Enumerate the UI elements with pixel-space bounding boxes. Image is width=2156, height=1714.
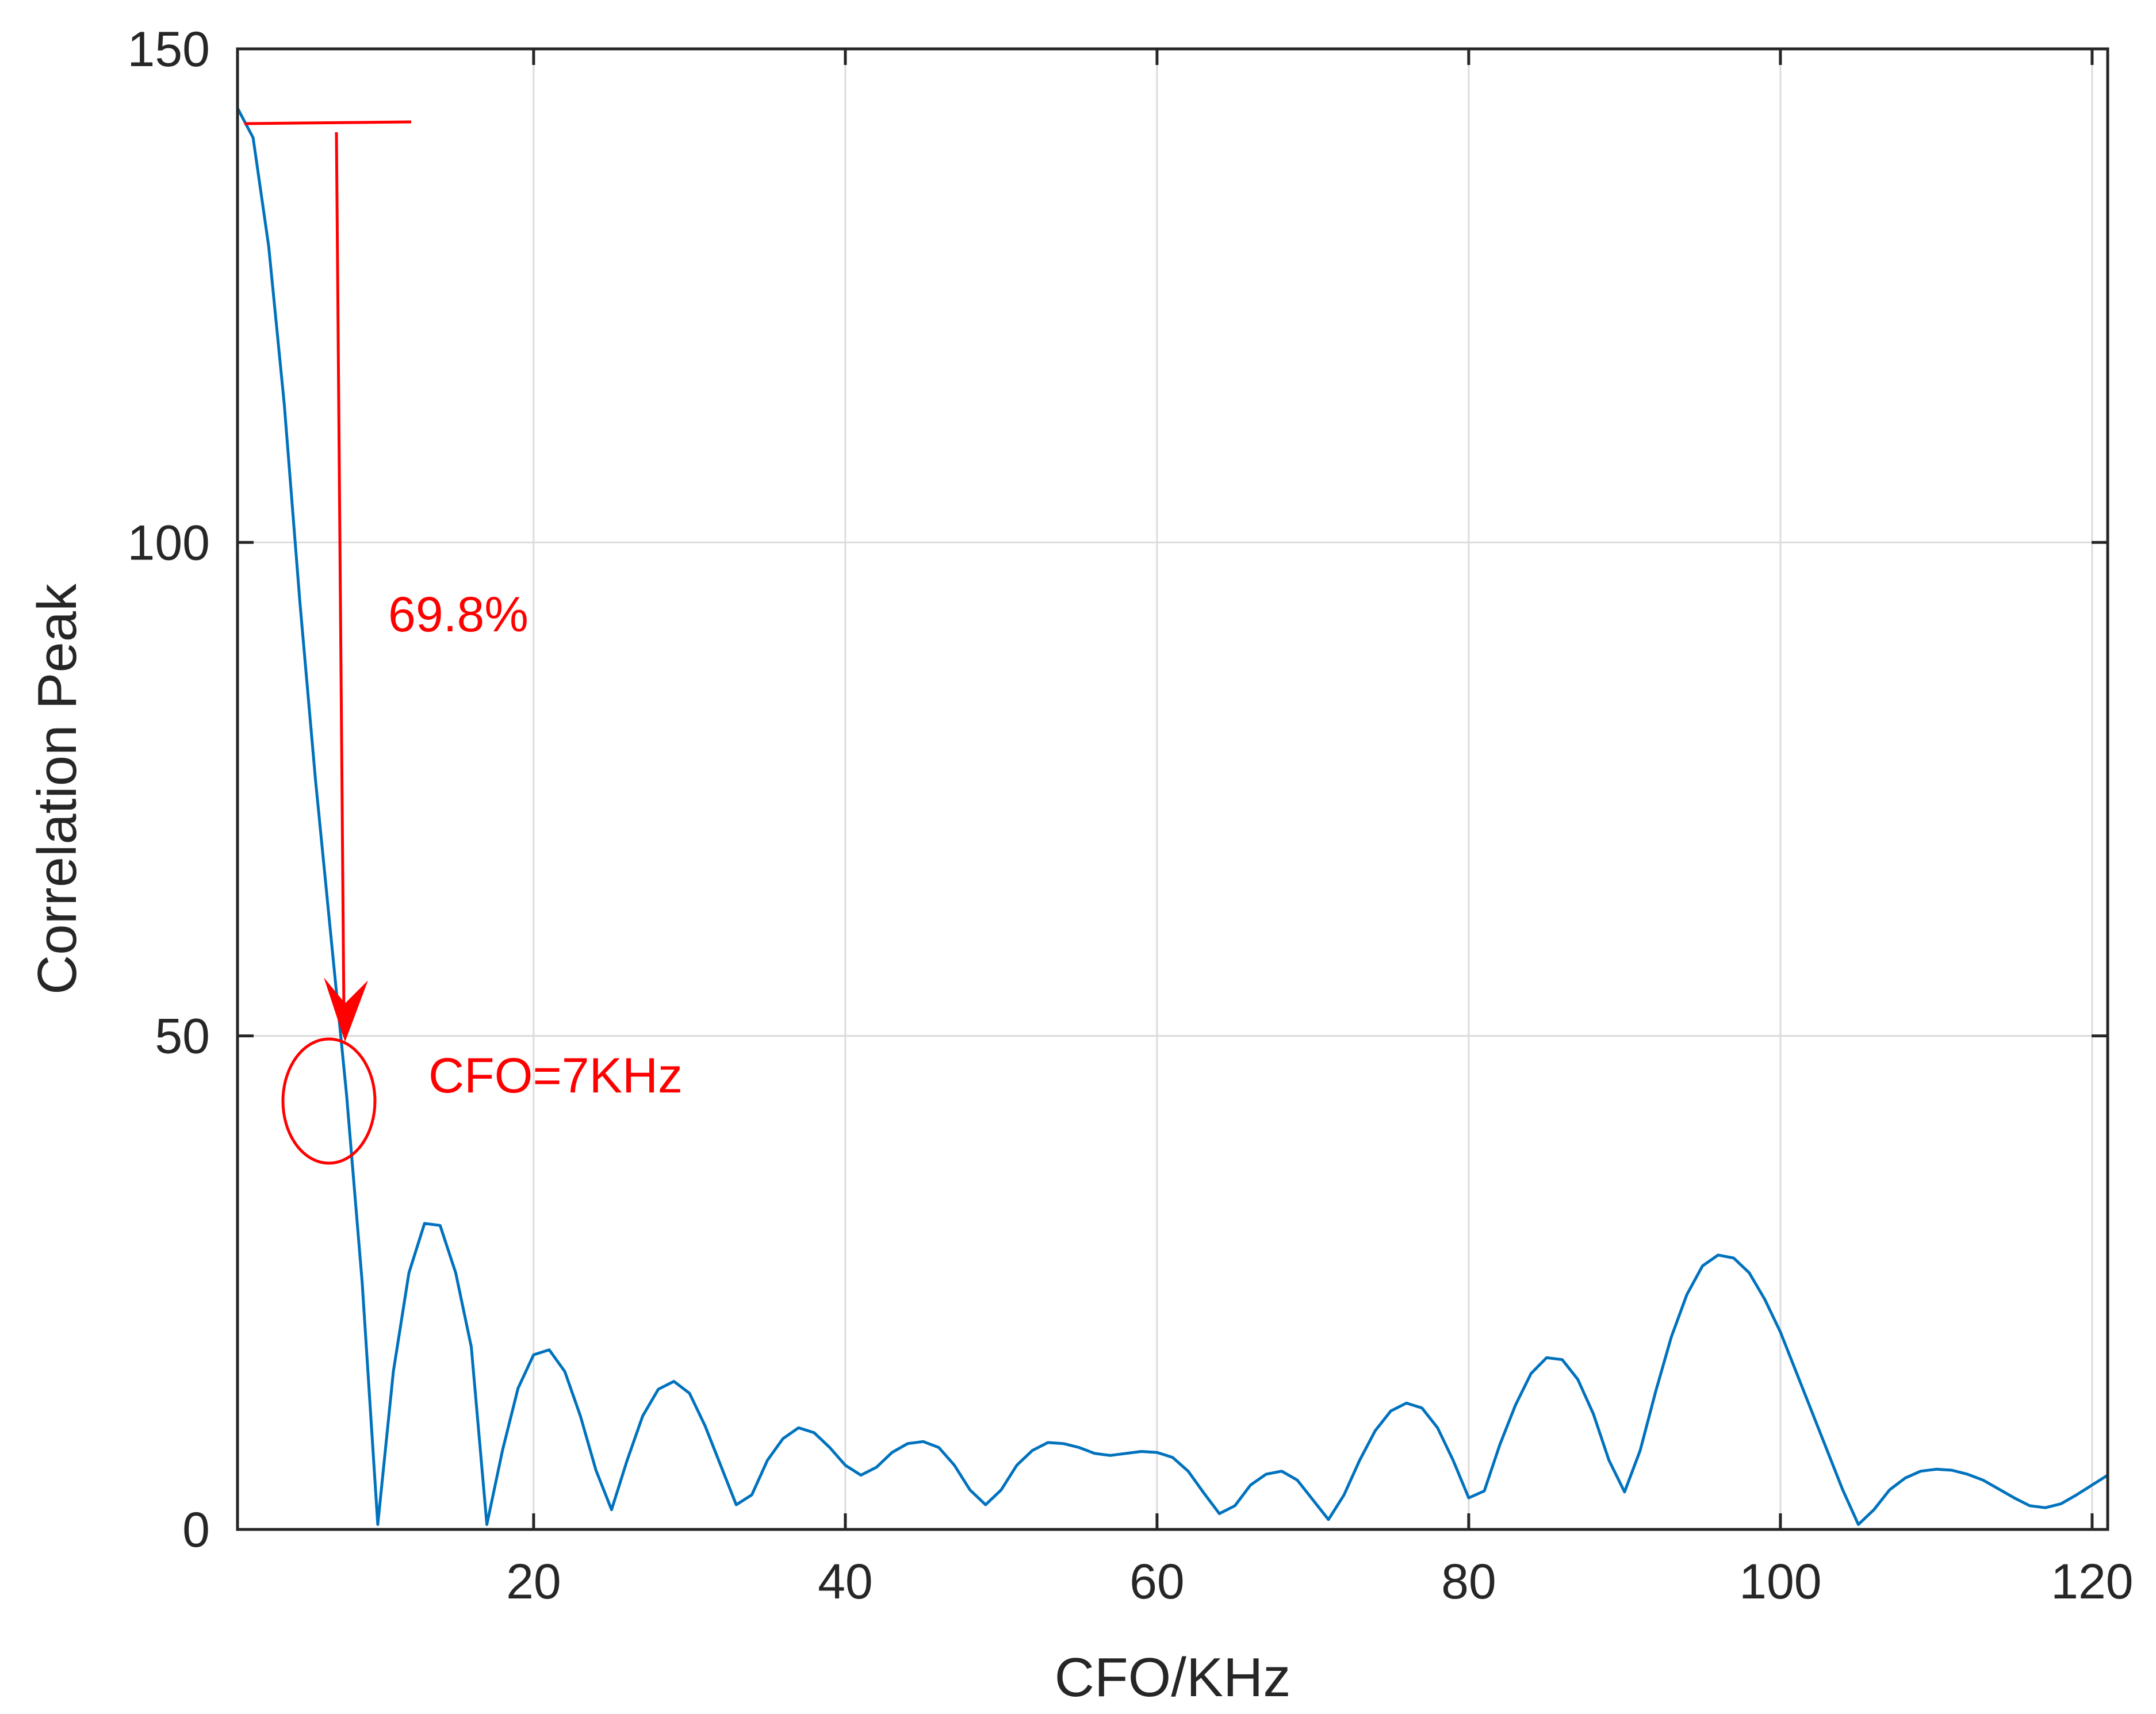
- x-axis-title: CFO/KHz: [1055, 1647, 1291, 1708]
- y-tick-label-50: 50: [155, 1009, 210, 1064]
- grid-lines: [238, 49, 2108, 1529]
- x-tick-label-40: 40: [818, 1554, 873, 1609]
- y-axis-title: Correlation Peak: [26, 583, 88, 995]
- plot-frame: [236, 47, 2109, 1531]
- series-line: [236, 107, 2109, 1526]
- x-tick-label-120: 120: [2051, 1554, 2134, 1609]
- x-tick-label-80: 80: [1441, 1554, 1496, 1609]
- x-tick-label-60: 60: [1129, 1554, 1185, 1609]
- cfo-label: CFO=7KHz: [428, 1048, 683, 1103]
- drop-arrow-head: [324, 977, 368, 1042]
- cfo-marker-circle: [281, 1037, 377, 1165]
- x-tick-label-100: 100: [1739, 1554, 1822, 1609]
- x-tick-label-20: 20: [506, 1554, 561, 1609]
- peak-reference-line: [244, 120, 412, 125]
- percent-drop-label: 69.8%: [388, 587, 529, 642]
- y-tick-label-150: 150: [128, 22, 210, 77]
- axis-ticks: 20 40 60 80 100 120 0 50 100 150: [128, 22, 2134, 1609]
- y-tick-label-0: 0: [182, 1502, 210, 1558]
- annotations: 69.8% CFO=7KHz: [244, 120, 683, 1165]
- y-tick-label-100: 100: [128, 515, 210, 570]
- drop-arrow-line: [335, 132, 346, 1010]
